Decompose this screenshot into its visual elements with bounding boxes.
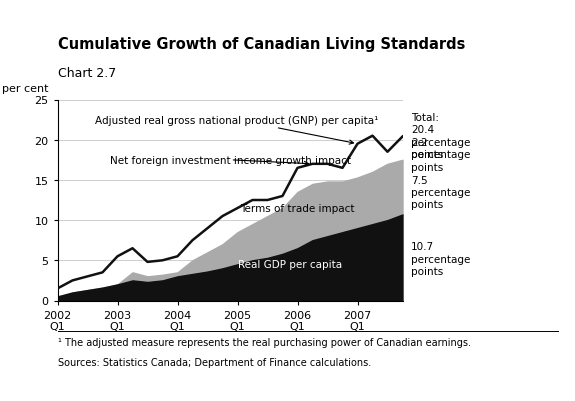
Text: Adjusted real gross national product (GNP) per capita¹: Adjusted real gross national product (GN… (95, 115, 378, 145)
Text: 2.2
percentage
points: 2.2 percentage points (411, 138, 470, 172)
Text: 10.7
percentage
points: 10.7 percentage points (411, 242, 470, 276)
Text: Chart 2.7: Chart 2.7 (58, 67, 116, 80)
Text: Sources: Statistics Canada; Department of Finance calculations.: Sources: Statistics Canada; Department o… (58, 357, 371, 367)
Text: Cumulative Growth of Canadian Living Standards: Cumulative Growth of Canadian Living Sta… (58, 37, 465, 52)
Text: Net foreign investment income growth impact: Net foreign investment income growth imp… (110, 156, 351, 166)
Text: Total:
20.4
percentage
points: Total: 20.4 percentage points (411, 113, 470, 160)
Text: Real GDP per capita: Real GDP per capita (238, 260, 342, 269)
Text: per cent: per cent (2, 84, 49, 94)
Text: ¹ The adjusted measure represents the real purchasing power of Canadian earnings: ¹ The adjusted measure represents the re… (58, 337, 470, 347)
Text: 7.5
percentage
points: 7.5 percentage points (411, 175, 470, 210)
Text: Terms of trade impact: Terms of trade impact (240, 204, 355, 213)
